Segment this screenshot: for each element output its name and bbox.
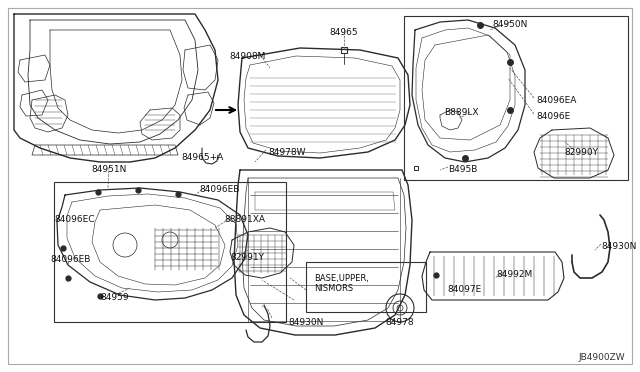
Text: 84096EA: 84096EA <box>536 96 577 105</box>
Text: 82990Y: 82990Y <box>564 148 598 157</box>
Text: 84908M: 84908M <box>230 52 266 61</box>
Bar <box>404 16 628 180</box>
Text: 84096EB: 84096EB <box>50 255 90 264</box>
Bar <box>306 262 426 312</box>
Text: 84951N: 84951N <box>92 165 127 174</box>
Text: 84950N: 84950N <box>492 20 528 29</box>
Text: 84992M: 84992M <box>496 270 532 279</box>
Text: 84930N: 84930N <box>288 318 323 327</box>
Text: 84965+A: 84965+A <box>181 153 223 162</box>
Text: 84096EB: 84096EB <box>199 185 239 194</box>
Text: 88891XA: 88891XA <box>224 215 265 224</box>
Text: BASE,UPPER,
NISMORS: BASE,UPPER, NISMORS <box>314 274 369 294</box>
Text: JB4900ZW: JB4900ZW <box>579 353 625 362</box>
Text: 84965: 84965 <box>330 28 358 37</box>
Bar <box>54 182 286 322</box>
Text: 84097E: 84097E <box>447 285 481 294</box>
Text: 84096EC: 84096EC <box>54 215 95 224</box>
Text: B889LX: B889LX <box>444 108 479 117</box>
Text: 82991Y: 82991Y <box>230 253 264 262</box>
Text: 84978: 84978 <box>386 318 414 327</box>
Text: 84930N: 84930N <box>601 242 636 251</box>
Text: 84096E: 84096E <box>536 112 570 121</box>
Text: B495B: B495B <box>448 165 477 174</box>
Text: 84959: 84959 <box>100 293 129 302</box>
Text: 84978W: 84978W <box>268 148 305 157</box>
